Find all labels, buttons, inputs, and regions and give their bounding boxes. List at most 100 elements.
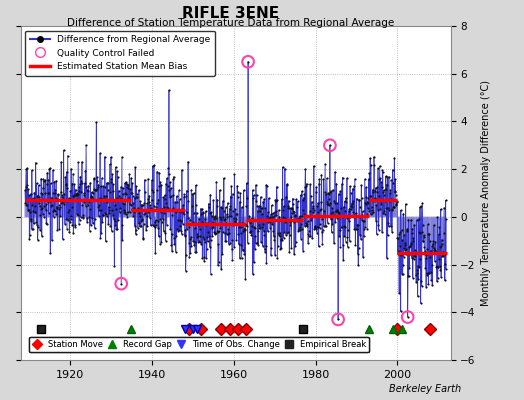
Point (334, 316, 342, 323)
Point (302, 180, 311, 187)
Point (144, 209, 152, 215)
Point (390, 189, 399, 196)
Point (409, 274, 417, 281)
Point (423, 221, 432, 228)
Point (435, 224, 444, 230)
Point (343, 175, 351, 182)
Point (380, 210, 389, 217)
Point (386, 187, 395, 194)
Point (342, 195, 350, 201)
Point (163, 205, 172, 212)
Point (244, 240, 252, 246)
Point (292, 196, 300, 202)
Point (173, 217, 182, 223)
Point (221, 230, 229, 236)
Point (214, 229, 222, 236)
Point (367, 210, 376, 216)
Point (306, 181, 314, 188)
Point (232, 211, 240, 218)
Point (373, 231, 381, 237)
Point (378, 229, 386, 235)
Point (122, 179, 130, 185)
Point (118, 200, 127, 206)
Point (240, 226, 248, 232)
Point (143, 200, 151, 206)
Point (259, 198, 267, 205)
Point (21, 187, 29, 193)
Point (185, 217, 194, 223)
Point (394, 234, 402, 241)
Point (398, 270, 406, 277)
Point (261, 249, 269, 255)
Point (58, 198, 67, 205)
Point (58, 236, 67, 242)
Point (442, 216, 451, 223)
Point (249, 259, 258, 266)
Point (159, 228, 168, 234)
Point (437, 243, 445, 250)
Point (72, 190, 81, 196)
Point (359, 218, 367, 224)
Point (101, 154, 109, 160)
Point (156, 216, 164, 222)
Point (95, 202, 103, 208)
Point (165, 87, 173, 94)
Point (236, 224, 245, 230)
Point (386, 195, 395, 202)
Point (94, 203, 102, 210)
Point (59, 196, 68, 202)
Point (418, 229, 426, 235)
Point (307, 214, 315, 220)
Point (199, 209, 208, 216)
Point (254, 242, 263, 248)
Point (202, 222, 211, 228)
Point (370, 162, 378, 168)
Point (440, 205, 449, 211)
Point (296, 224, 304, 230)
Point (164, 165, 172, 171)
Point (30, 189, 38, 196)
Point (73, 192, 81, 199)
Point (211, 213, 220, 219)
Point (272, 197, 280, 204)
Point (152, 222, 160, 228)
Point (313, 229, 321, 236)
Point (241, 226, 249, 233)
Point (203, 234, 211, 240)
Point (272, 212, 280, 218)
Point (190, 242, 199, 248)
Point (171, 208, 179, 214)
Point (41, 190, 49, 197)
Point (303, 218, 312, 224)
Point (36, 212, 45, 218)
Point (86, 193, 95, 199)
Point (106, 189, 114, 195)
Point (357, 236, 365, 242)
Point (409, 237, 417, 244)
Point (328, 229, 336, 236)
Point (329, 186, 337, 193)
Point (94, 182, 103, 188)
Point (105, 161, 114, 168)
Point (62, 181, 70, 187)
Point (51, 208, 59, 214)
Point (264, 219, 272, 226)
Point (69, 192, 77, 199)
Point (33, 222, 41, 228)
Point (266, 225, 274, 231)
Point (40, 203, 49, 210)
Point (234, 231, 243, 238)
Point (430, 222, 438, 228)
Point (436, 244, 444, 250)
Point (189, 190, 198, 196)
Point (48, 195, 56, 202)
Point (249, 195, 257, 202)
Point (89, 220, 97, 226)
Point (312, 224, 321, 230)
Point (61, 174, 70, 180)
Point (92, 186, 100, 193)
Point (311, 225, 320, 232)
Point (318, 216, 326, 222)
Point (244, 216, 253, 222)
Point (108, 211, 117, 218)
